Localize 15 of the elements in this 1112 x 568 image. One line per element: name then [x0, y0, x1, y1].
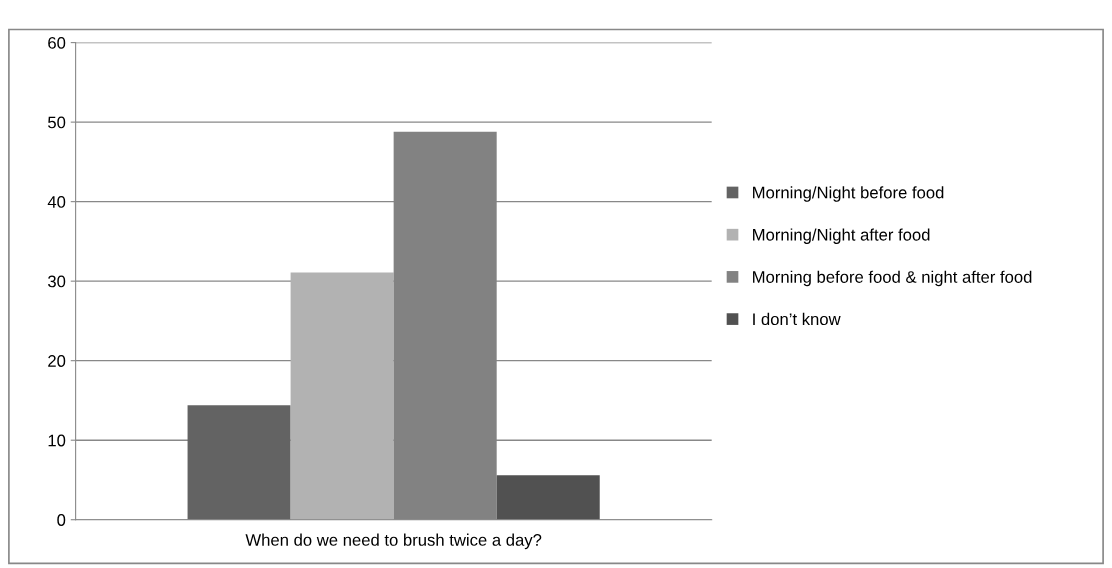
y-tick-label: 0	[57, 514, 66, 526]
legend-label: I don’t know	[753, 312, 841, 326]
y-tick-label: 10	[48, 434, 66, 447]
y-tick-label: 50	[48, 116, 66, 129]
bar	[496, 475, 600, 520]
bar	[187, 405, 291, 520]
legend-label: Morning/Night after food	[753, 228, 930, 244]
legend-label: Morning before food & night after food	[753, 270, 1032, 287]
y-tick-label: 30	[47, 275, 66, 288]
y-tick-label: 20	[48, 355, 66, 367]
y-tick-label: 60	[48, 37, 66, 49]
x-tick-label: When do we need to brush twice a day?	[245, 533, 542, 550]
legend-label: Morning/Night before food	[753, 186, 944, 202]
y-tick-label: 40	[47, 196, 66, 208]
bar	[290, 272, 394, 520]
